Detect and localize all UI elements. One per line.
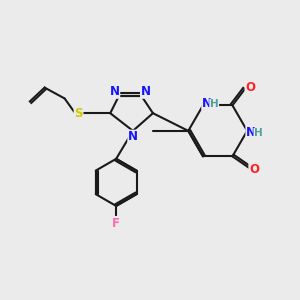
Text: S: S <box>74 107 83 120</box>
Text: N: N <box>141 85 151 98</box>
Text: H: H <box>254 128 263 138</box>
Text: F: F <box>112 217 120 230</box>
Text: H: H <box>210 99 219 109</box>
Text: N: N <box>128 130 138 143</box>
Text: N: N <box>110 85 120 98</box>
Text: O: O <box>249 164 259 176</box>
Text: O: O <box>245 81 255 94</box>
Text: N: N <box>202 97 212 110</box>
Text: N: N <box>246 126 256 139</box>
